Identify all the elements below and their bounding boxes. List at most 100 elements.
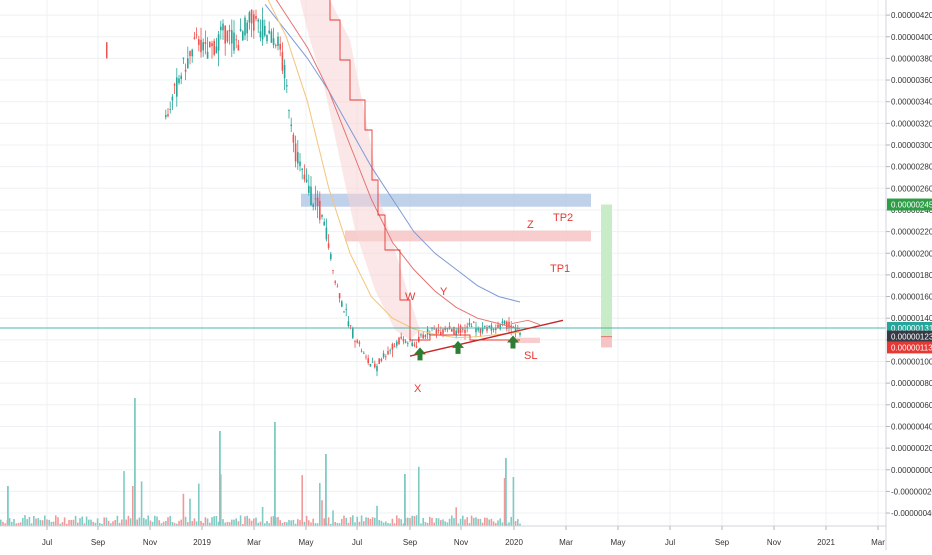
volume-bar xyxy=(83,523,86,526)
candle-body xyxy=(400,336,402,339)
volume-bar xyxy=(167,517,169,526)
volume-bar xyxy=(235,518,237,526)
volume-bar xyxy=(206,518,209,526)
volume-bar xyxy=(204,517,207,526)
volume-bar xyxy=(457,523,460,526)
candle-body xyxy=(514,327,517,332)
volume-bar xyxy=(477,518,479,526)
volume-bar xyxy=(464,519,466,526)
volume-bar xyxy=(30,523,33,526)
volume-bar xyxy=(213,516,215,526)
volume-bar xyxy=(107,520,110,526)
candle-body xyxy=(277,36,279,47)
price-badge-label: 0.00000113 xyxy=(891,343,932,352)
y-tick-label: -0.00000040 xyxy=(891,509,932,518)
volume-bar xyxy=(26,519,28,526)
volume-bar xyxy=(156,516,158,526)
x-axis-panel xyxy=(0,526,886,550)
volume-bar xyxy=(138,517,141,526)
y-tick-label: 0.00000180 xyxy=(891,271,932,280)
candle-body xyxy=(279,43,281,50)
volume-bar xyxy=(288,519,290,526)
volume-bar xyxy=(503,478,506,526)
x-tick-label: Sep xyxy=(403,538,418,547)
candle-body xyxy=(182,57,185,59)
volume-bar xyxy=(330,523,332,526)
x-tick-label: Mar xyxy=(247,538,261,547)
volume-bar xyxy=(294,523,297,526)
volume-bar xyxy=(343,515,345,526)
volume-bar xyxy=(363,521,365,526)
volume-bar xyxy=(424,522,427,526)
candle-body xyxy=(239,28,242,31)
volume-bar xyxy=(352,515,354,526)
candle-body xyxy=(215,46,218,54)
volume-bar xyxy=(321,500,323,526)
candle-body xyxy=(484,326,486,327)
volume-bar xyxy=(242,524,244,526)
volume-bar xyxy=(209,522,211,526)
candle-body xyxy=(259,31,262,38)
volume-bar xyxy=(385,521,387,526)
y-tick-label: 0.00000380 xyxy=(891,54,932,63)
candle-body xyxy=(462,328,464,330)
candle-body xyxy=(356,340,358,343)
volume-bar xyxy=(15,523,17,526)
candle-body xyxy=(266,34,268,42)
x-tick-label: Mar xyxy=(559,538,573,547)
candle-body xyxy=(242,31,244,41)
volume-bar xyxy=(499,518,501,526)
ma-orange xyxy=(267,0,521,339)
y-tick-label: 0.00000300 xyxy=(891,141,932,150)
y-tick-label: 0.00000200 xyxy=(891,249,932,258)
candle-body xyxy=(492,329,495,330)
volume-bar xyxy=(171,522,174,526)
volume-bar xyxy=(149,520,152,526)
volume-bar xyxy=(244,516,246,526)
candle-body xyxy=(464,329,466,334)
candle-body xyxy=(338,293,341,299)
volume-bar xyxy=(70,519,72,526)
volume-bar xyxy=(147,515,149,526)
volume-bar xyxy=(8,518,11,526)
volume-bar xyxy=(303,521,306,526)
volume-bar xyxy=(517,519,519,526)
volume-bar xyxy=(46,519,48,526)
candle-body xyxy=(235,39,237,41)
volume-bar xyxy=(24,515,26,526)
volume-bar xyxy=(72,519,75,526)
candle-body xyxy=(189,50,191,57)
volume-bar xyxy=(398,518,400,526)
up-arrow-icon xyxy=(452,340,464,354)
candle-body xyxy=(358,342,361,344)
candle-body xyxy=(374,363,376,368)
candle-body xyxy=(488,326,490,328)
candle-body xyxy=(310,186,312,206)
candle-body xyxy=(473,321,475,323)
volume-bar xyxy=(510,516,512,526)
volume-bar xyxy=(305,515,308,526)
candle-body xyxy=(378,358,380,364)
y-tick-label: -0.00000020 xyxy=(891,487,932,496)
candle-body xyxy=(477,327,479,331)
volume-bar xyxy=(28,517,31,526)
volume-bar xyxy=(105,517,108,526)
candle-body xyxy=(415,346,418,348)
candle-body xyxy=(286,85,288,87)
volume-bar xyxy=(492,521,495,526)
candle-body xyxy=(316,197,319,206)
y-tick-label: 0.00000080 xyxy=(891,379,932,388)
volume-bar xyxy=(74,515,77,526)
candle-body xyxy=(429,333,431,336)
candle-body xyxy=(497,324,499,329)
volume-bar xyxy=(90,519,92,526)
volume-bar xyxy=(140,481,143,526)
volume-bar xyxy=(222,519,224,526)
candle-body xyxy=(195,34,198,36)
candle-body xyxy=(191,49,193,57)
volume-bar xyxy=(219,431,221,526)
candle-body xyxy=(363,352,365,354)
volume-bar xyxy=(132,486,134,526)
